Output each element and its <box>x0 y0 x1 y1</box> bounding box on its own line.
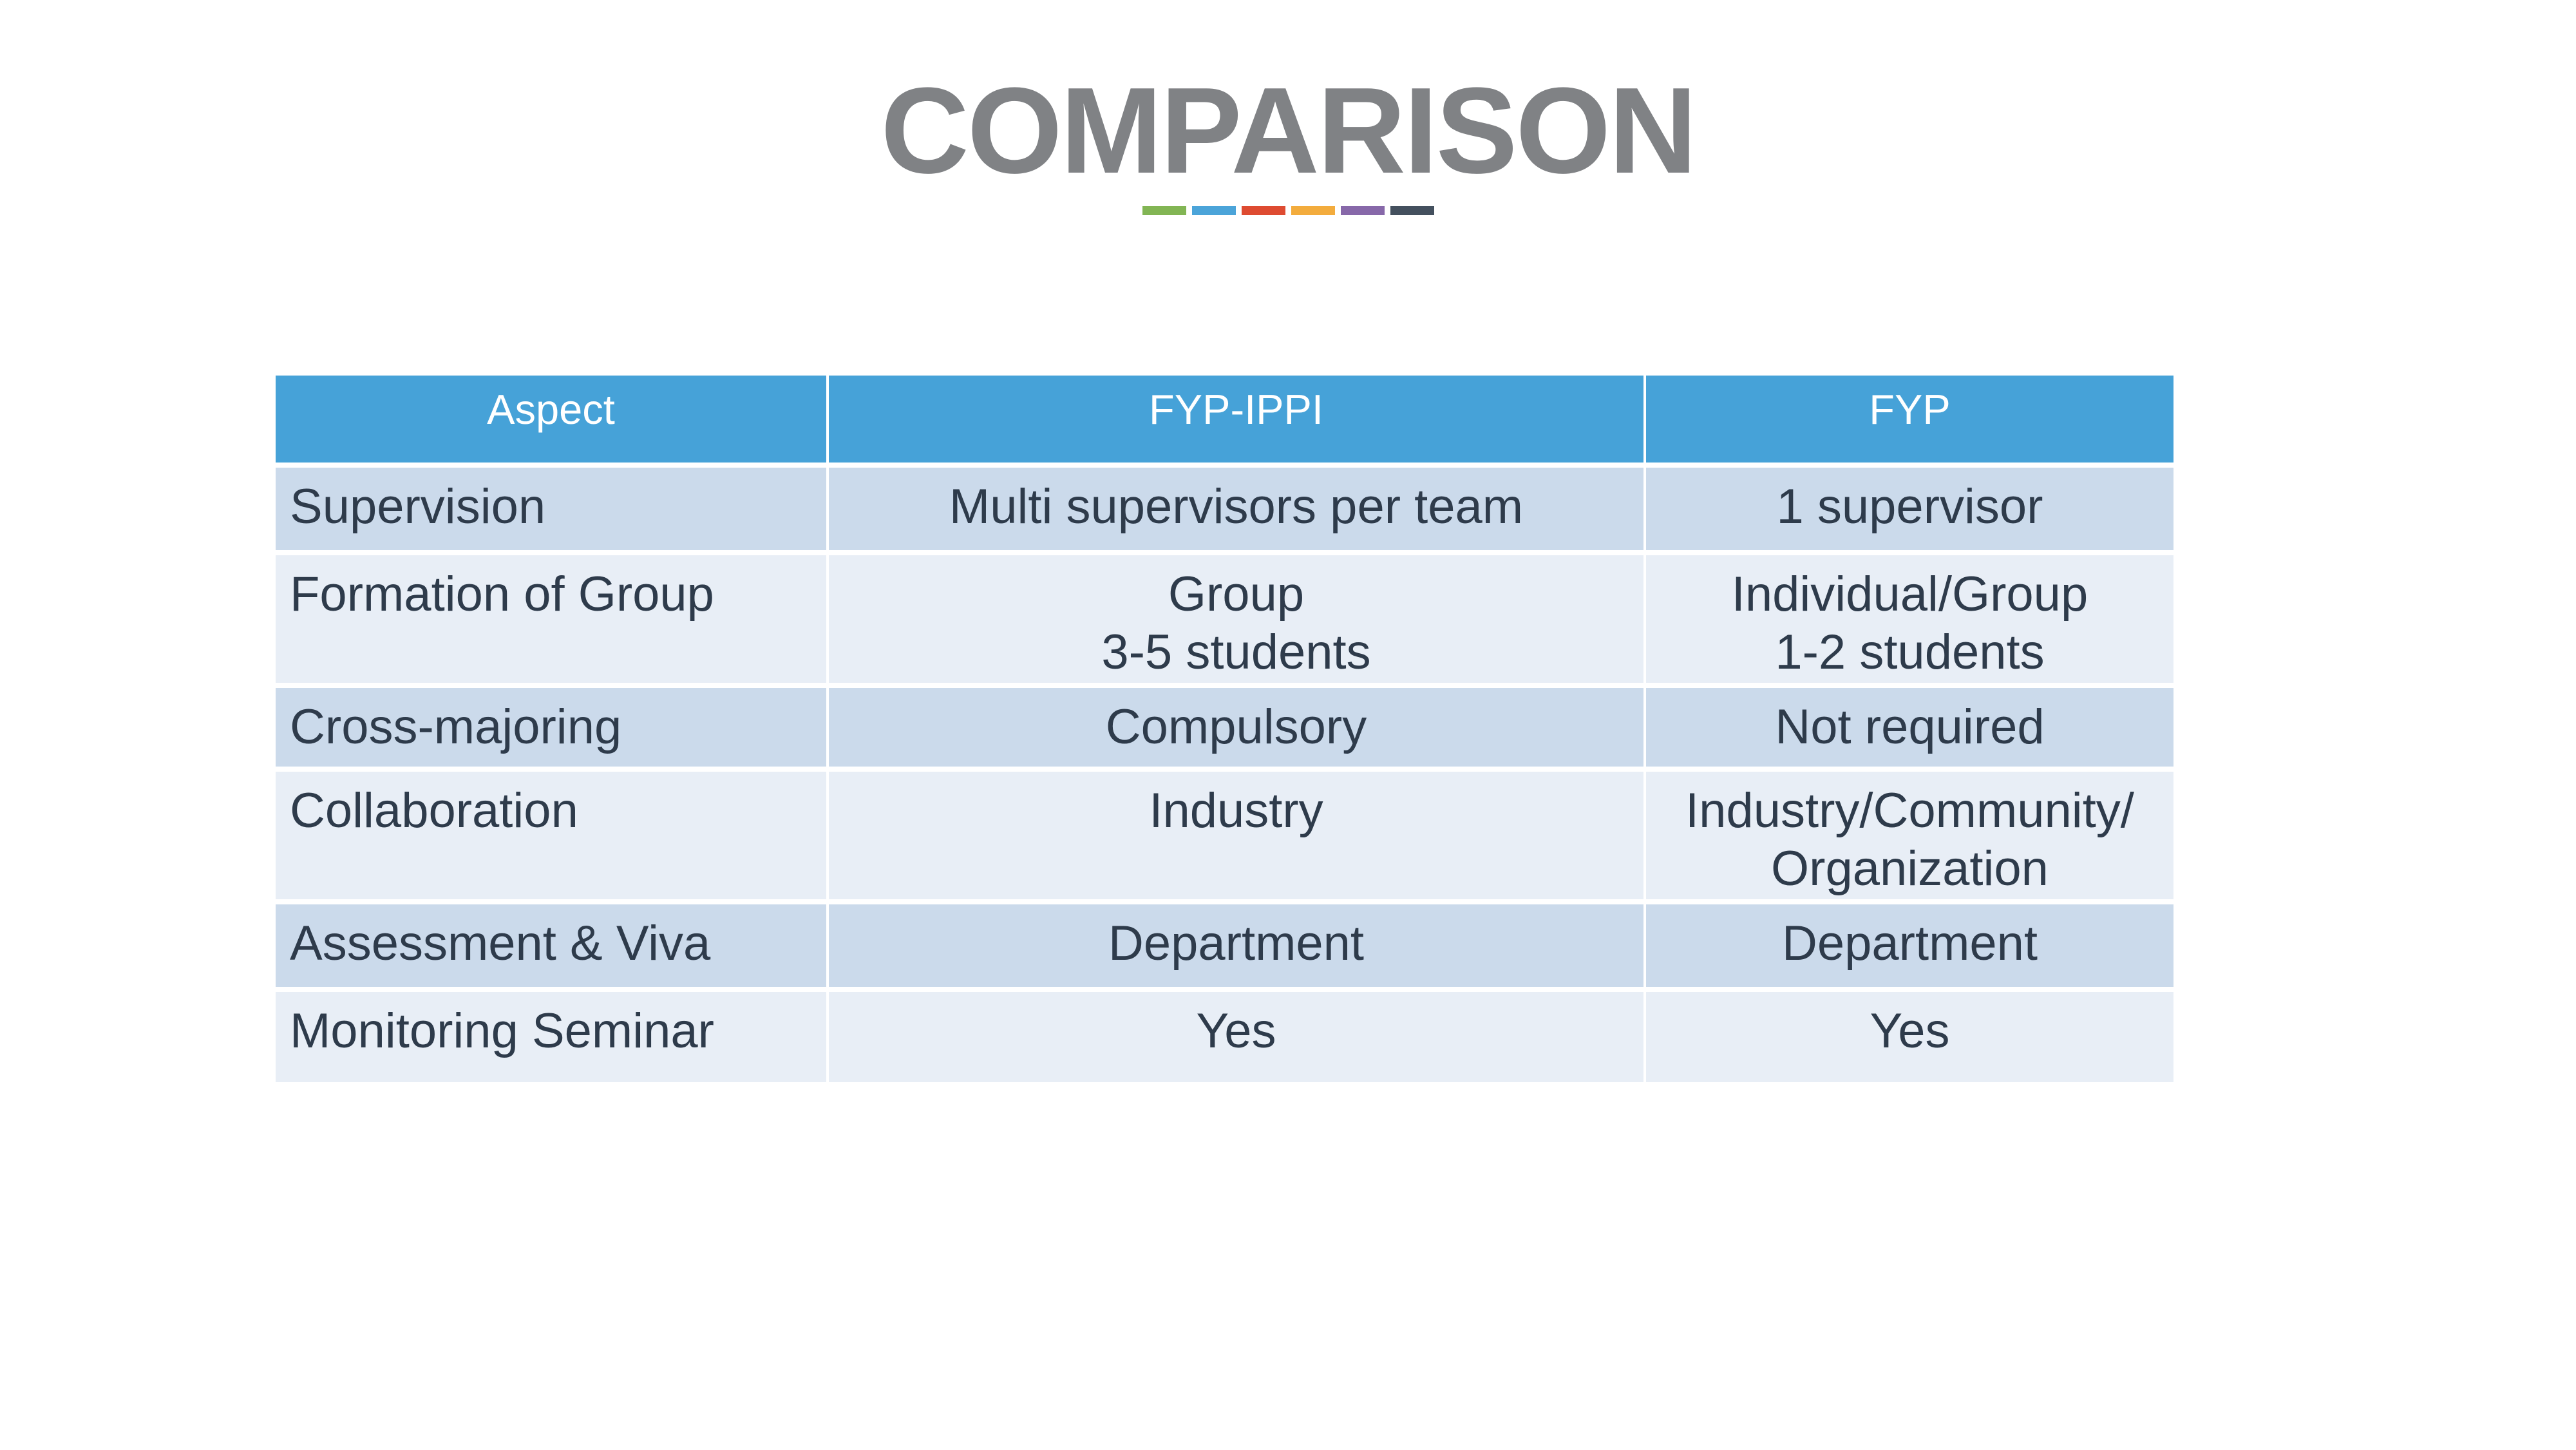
comparison-table-header: Aspect FYP-IPPI FYP <box>276 376 2174 463</box>
accent-dash <box>1390 206 1434 215</box>
page-title: COMPARISON <box>880 62 1698 199</box>
table-row: Supervision Multi supervisors per team 1 s… <box>276 463 2174 550</box>
table-row: Monitoring Seminar Yes Yes <box>276 987 2174 1082</box>
fyp-ippi-cell: Yes <box>829 987 1646 1082</box>
accent-bar <box>0 206 2576 215</box>
accent-dash <box>1191 206 1236 215</box>
fyp-cell: Industry/Community/Organization <box>1646 767 2174 899</box>
aspect-cell: Supervision <box>276 463 829 550</box>
fyp-ippi-cell: Multi supervisors per team <box>829 463 1646 550</box>
fyp-cell: 1 supervisor <box>1646 463 2174 550</box>
accent-dash <box>1291 206 1335 215</box>
fyp-ippi-cell: Industry <box>829 767 1646 899</box>
accent-dash <box>1142 206 1186 215</box>
aspect-cell: Cross-majoring <box>276 683 829 767</box>
fyp-cell: Not required <box>1646 683 2174 767</box>
fyp-ippi-cell: Department <box>829 899 1646 987</box>
aspect-cell: Collaboration <box>276 767 829 899</box>
fyp-cell: Individual/Group 1-2 students <box>1646 550 2174 683</box>
comparison-table-body: Supervision Multi supervisors per team 1 s… <box>276 463 2174 1082</box>
table-row: Formation of Group Group 3-5 students Indiv… <box>276 550 2174 683</box>
table-row: Collaboration Industry Industry/Community/… <box>276 767 2174 899</box>
fyp-ippi-cell: Group 3-5 students <box>829 550 1646 683</box>
accent-dash <box>1340 206 1385 215</box>
fyp-ippi-cell: Compulsory <box>829 683 1646 767</box>
comparison-table: Aspect FYP-IPPI FYP Supervision Multi sup… <box>276 376 2174 1082</box>
header-cell-fyp: FYP <box>1646 376 2174 463</box>
comparison-table-wrap: Aspect FYP-IPPI FYP Supervision Multi sup… <box>276 376 2174 1082</box>
header-cell-fyp-ippi: FYP-IPPI <box>829 376 1646 463</box>
aspect-cell: Monitoring Seminar <box>276 987 829 1082</box>
header-cell-aspect: Aspect <box>276 376 829 463</box>
header-row: Aspect FYP-IPPI FYP <box>276 376 2174 463</box>
accent-dash <box>1241 206 1285 215</box>
fyp-cell: Department <box>1646 899 2174 987</box>
aspect-cell: Assessment & Viva <box>276 899 829 987</box>
table-row: Cross-majoring Compulsory Not required <box>276 683 2174 767</box>
fyp-cell: Yes <box>1646 987 2174 1082</box>
aspect-cell: Formation of Group <box>276 550 829 683</box>
table-row: Assessment & Viva Department Department <box>276 899 2174 987</box>
